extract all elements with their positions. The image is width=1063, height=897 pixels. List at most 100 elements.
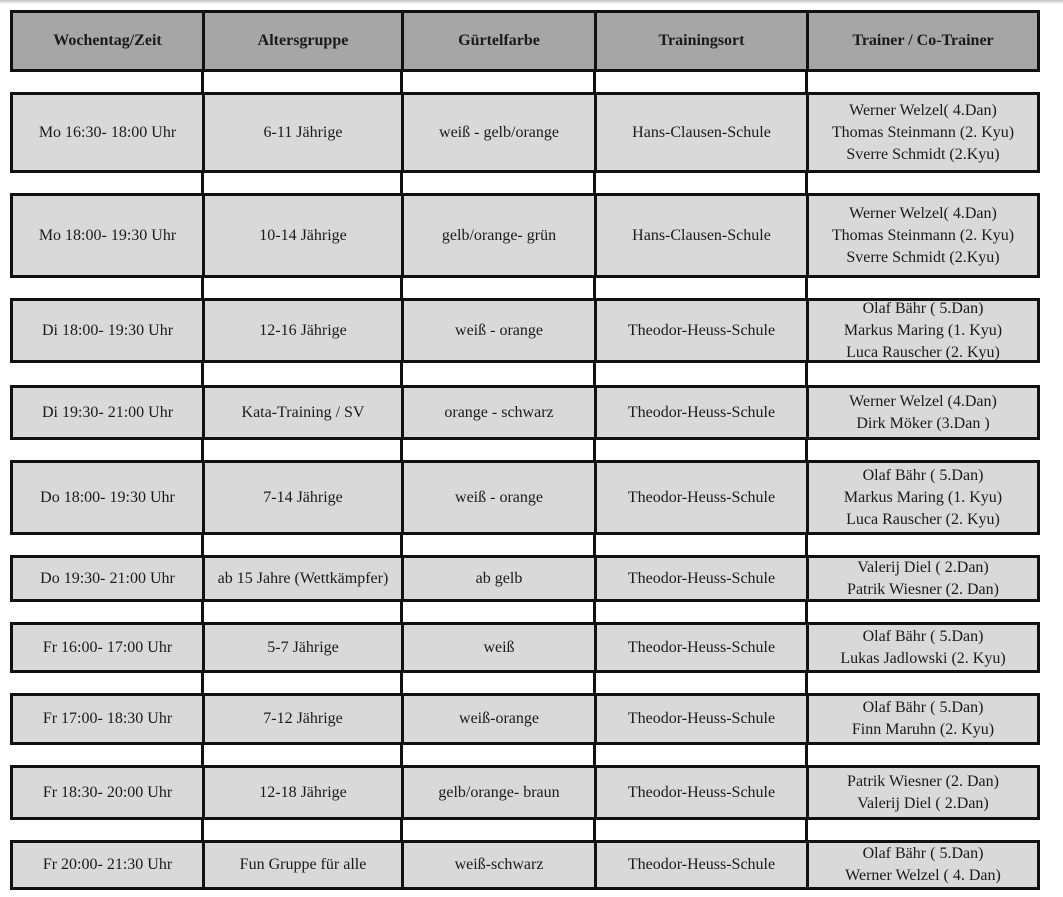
cell-training-location: Theodor-Heuss-Schule	[594, 696, 806, 742]
cell-weekday-time: Do 19:30- 21:00 Uhr	[10, 558, 202, 599]
cell-weekday-time: Fr 16:00- 17:00 Uhr	[10, 625, 202, 670]
cell-trainers: Werner Welzel( 4.Dan) Thomas Steinmann (2…	[806, 95, 1040, 170]
header-row: Wochentag/Zeit Altersgruppe Gürtelfarbe Tra…	[10, 10, 1040, 72]
column-divider	[805, 10, 808, 890]
column-divider	[201, 10, 204, 890]
trainer-list: Werner Welzel (4.Dan) Dirk Möker (3.Dan )	[849, 391, 997, 435]
trainer-name: Olaf Bähr ( 5.Dan)	[862, 627, 984, 645]
trainer-list: Olaf Bähr ( 5.Dan) Lukas Jadlowski (2. Ky…	[840, 626, 1005, 670]
cell-trainers: Olaf Bähr ( 5.Dan) Finn Maruhn (2. Kyu)	[806, 696, 1040, 742]
table-row: Fr 16:00- 17:00 Uhr 5-7 Jährige weiß Theodo…	[10, 622, 1040, 673]
cell-trainers: Olaf Bähr ( 5.Dan) Lukas Jadlowski (2. Ky…	[806, 625, 1040, 670]
trainer-list: Patrik Wiesner (2. Dan) Valerij Diel ( 2.…	[847, 771, 999, 815]
trainer-name: Lukas Jadlowski (2. Kyu)	[840, 649, 1006, 667]
cell-belt-color: gelb/orange- braun	[401, 768, 594, 817]
cell-weekday-time: Do 18:00- 19:30 Uhr	[10, 463, 202, 532]
trainer-name: Werner Welzel( 4.Dan)	[849, 101, 997, 119]
cell-belt-color: weiß	[401, 625, 594, 670]
header-belt-color: Gürtelfarbe	[401, 13, 594, 69]
trainer-name: Thomas Steinmann (2. Kyu)	[831, 123, 1015, 141]
cell-training-location: Theodor-Heuss-Schule	[594, 301, 806, 360]
trainer-name: Valerij Diel ( 2.Dan)	[857, 794, 989, 812]
trainer-name: Markus Maring (1. Kyu)	[843, 488, 1003, 506]
cell-belt-color: ab gelb	[401, 558, 594, 599]
cell-training-location: Theodor-Heuss-Schule	[594, 768, 806, 817]
cell-weekday-time: Di 18:00- 19:30 Uhr	[10, 301, 202, 360]
trainer-name: Sverre Schmidt (2.Kyu)	[846, 145, 1000, 163]
cell-belt-color: weiß - orange	[401, 463, 594, 532]
trainer-name: Patrik Wiesner (2. Dan)	[847, 772, 999, 790]
column-divider	[400, 10, 403, 890]
column-divider	[593, 10, 596, 890]
cell-weekday-time: Di 19:30- 21:00 Uhr	[10, 388, 202, 437]
trainer-list: Olaf Bähr ( 5.Dan) Finn Maruhn (2. Kyu)	[852, 697, 994, 741]
trainer-name: Olaf Bähr ( 5.Dan)	[862, 466, 984, 484]
header-trainers: Trainer / Co-Trainer	[806, 13, 1040, 69]
cell-age-group: 12-16 Jährige	[202, 301, 401, 360]
cell-age-group: Kata-Training / SV	[202, 388, 401, 437]
cell-weekday-time: Mo 16:30- 18:00 Uhr	[10, 95, 202, 170]
trainer-name: Luca Rauscher (2. Kyu)	[846, 510, 1000, 528]
cell-training-location: Theodor-Heuss-Schule	[594, 625, 806, 670]
cell-age-group: ab 15 Jahre (Wettkämpfer)	[202, 558, 401, 599]
trainer-name: Valerij Diel ( 2.Dan)	[857, 558, 989, 576]
cell-belt-color: weiß - gelb/orange	[401, 95, 594, 170]
trainer-name: Thomas Steinmann (2. Kyu)	[831, 226, 1015, 244]
cell-belt-color: weiß - orange	[401, 301, 594, 360]
cell-age-group: 7-14 Jährige	[202, 463, 401, 532]
header-weekday-time: Wochentag/Zeit	[10, 13, 202, 69]
trainer-name: Dirk Möker (3.Dan )	[856, 414, 990, 432]
cell-age-group: 6-11 Jährige	[202, 95, 401, 170]
cell-weekday-time: Fr 20:00- 21:30 Uhr	[10, 843, 202, 887]
cell-trainers: Valerij Diel ( 2.Dan) Patrik Wiesner (2. …	[806, 558, 1040, 599]
trainer-name: Olaf Bähr ( 5.Dan)	[862, 301, 984, 317]
table-row: Fr 18:30- 20:00 Uhr 12-18 Jährige gelb/ora…	[10, 765, 1040, 820]
table-row: Di 18:00- 19:30 Uhr 12-16 Jährige weiß - o…	[10, 298, 1040, 363]
cell-training-location: Hans-Clausen-Schule	[594, 95, 806, 170]
cell-belt-color: gelb/orange- grün	[401, 196, 594, 275]
trainer-name: Sverre Schmidt (2.Kyu)	[846, 248, 1000, 266]
top-divider	[0, 0, 1063, 4]
cell-belt-color: weiß-schwarz	[401, 843, 594, 887]
cell-age-group: Fun Gruppe für alle	[202, 843, 401, 887]
trainer-name: Markus Maring (1. Kyu)	[843, 321, 1003, 339]
trainer-name: Olaf Bähr ( 5.Dan)	[862, 845, 984, 862]
header-age-group: Altersgruppe	[202, 13, 401, 69]
trainer-name: Luca Rauscher (2. Kyu)	[846, 343, 1000, 361]
table-row: Fr 17:00- 18:30 Uhr 7-12 Jährige weiß-oran…	[10, 693, 1040, 745]
cell-age-group: 10-14 Jährige	[202, 196, 401, 275]
cell-weekday-time: Fr 17:00- 18:30 Uhr	[10, 696, 202, 742]
cell-training-location: Theodor-Heuss-Schule	[594, 463, 806, 532]
trainer-name: Werner Welzel ( 4. Dan)	[845, 867, 1001, 884]
trainer-name: Patrik Wiesner (2. Dan)	[847, 580, 999, 598]
trainer-list: Valerij Diel ( 2.Dan) Patrik Wiesner (2. …	[847, 558, 999, 599]
table-row: Mo 18:00- 19:30 Uhr 10-14 Jährige gelb/ora…	[10, 193, 1040, 278]
table-row: Mo 16:30- 18:00 Uhr 6-11 Jährige weiß - ge…	[10, 92, 1040, 173]
cell-trainers: Patrik Wiesner (2. Dan) Valerij Diel ( 2.…	[806, 768, 1040, 817]
cell-training-location: Theodor-Heuss-Schule	[594, 558, 806, 599]
cell-trainers: Werner Welzel (4.Dan) Dirk Möker (3.Dan )	[806, 388, 1040, 437]
trainer-name: Olaf Bähr ( 5.Dan)	[862, 699, 984, 716]
cell-belt-color: weiß-orange	[401, 696, 594, 742]
cell-training-location: Theodor-Heuss-Schule	[594, 388, 806, 437]
cell-training-location: Theodor-Heuss-Schule	[594, 843, 806, 887]
cell-weekday-time: Fr 18:30- 20:00 Uhr	[10, 768, 202, 817]
cell-trainers: Olaf Bähr ( 5.Dan) Markus Maring (1. Kyu)…	[806, 463, 1040, 532]
trainer-name: Werner Welzel (4.Dan)	[849, 392, 997, 410]
cell-trainers: Werner Welzel( 4.Dan) Thomas Steinmann (2…	[806, 196, 1040, 275]
table-row: Do 18:00- 19:30 Uhr 7-14 Jährige weiß - or…	[10, 460, 1040, 535]
trainer-name: Finn Maruhn (2. Kyu)	[851, 721, 995, 738]
table-row: Di 19:30- 21:00 Uhr Kata-Training / SV ora…	[10, 385, 1040, 440]
cell-age-group: 12-18 Jährige	[202, 768, 401, 817]
cell-age-group: 5-7 Jährige	[202, 625, 401, 670]
cell-trainers: Olaf Bähr ( 5.Dan) Markus Maring (1. Kyu)…	[806, 301, 1040, 360]
table-row: Do 19:30- 21:00 Uhr ab 15 Jahre (Wettkämp…	[10, 555, 1040, 602]
trainer-list: Olaf Bähr ( 5.Dan) Markus Maring (1. Kyu)…	[844, 465, 1002, 531]
cell-trainers: Olaf Bähr ( 5.Dan) Werner Welzel ( 4. Dan…	[806, 843, 1040, 887]
trainer-list: Olaf Bähr ( 5.Dan) Werner Welzel ( 4. Dan…	[845, 843, 1001, 887]
cell-training-location: Hans-Clausen-Schule	[594, 196, 806, 275]
cell-weekday-time: Mo 18:00- 19:30 Uhr	[10, 196, 202, 275]
header-training-location: Trainingsort	[594, 13, 806, 69]
trainer-list: Olaf Bähr ( 5.Dan) Markus Maring (1. Kyu)…	[844, 301, 1002, 360]
table-row: Fr 20:00- 21:30 Uhr Fun Gruppe für alle we…	[10, 840, 1040, 890]
